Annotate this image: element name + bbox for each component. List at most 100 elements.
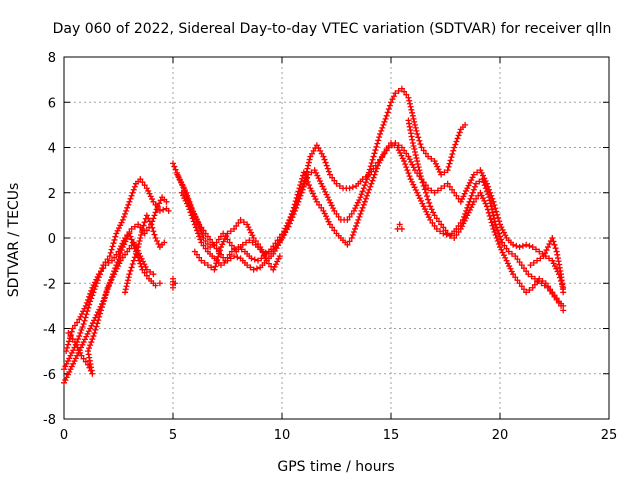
data-point <box>197 225 204 232</box>
data-point <box>447 157 454 164</box>
data-point <box>82 302 89 309</box>
data-point <box>453 231 460 238</box>
data-point <box>451 144 458 151</box>
data-point <box>482 200 489 207</box>
data-point <box>470 186 477 193</box>
data-point <box>331 207 338 214</box>
data-point <box>510 241 517 248</box>
data-point <box>195 219 202 226</box>
data-point <box>115 248 122 255</box>
data-point <box>346 213 353 220</box>
data-point <box>90 333 97 340</box>
data-point <box>75 347 82 354</box>
x-tick-label: 10 <box>274 428 291 443</box>
data-point <box>293 194 300 201</box>
data-point <box>150 228 157 235</box>
data-point <box>103 288 110 295</box>
data-point <box>428 155 435 162</box>
data-point <box>516 280 523 287</box>
data-point <box>296 195 303 202</box>
data-point <box>150 198 157 205</box>
data-point <box>148 221 155 228</box>
data-point <box>536 275 543 282</box>
data-point <box>96 313 103 320</box>
data-point <box>381 118 388 125</box>
data-point <box>78 352 85 359</box>
series-track-2 <box>61 230 163 386</box>
data-point <box>122 210 129 217</box>
data-point <box>303 168 310 175</box>
data-point <box>422 206 429 213</box>
data-point <box>248 229 255 236</box>
data-point <box>359 188 366 195</box>
data-point <box>160 206 167 213</box>
data-point <box>224 230 231 237</box>
data-point <box>433 215 440 222</box>
data-point <box>374 140 381 147</box>
data-point <box>409 112 416 119</box>
data-point <box>470 198 477 205</box>
data-point <box>440 224 447 231</box>
data-point <box>233 222 240 229</box>
data-point <box>81 305 88 312</box>
data-point <box>240 219 247 226</box>
data-point <box>431 189 438 196</box>
data-point <box>235 219 242 226</box>
data-point <box>120 213 127 220</box>
data-point <box>492 231 499 238</box>
data-point <box>154 238 161 245</box>
data-point <box>125 274 132 281</box>
data-point <box>87 325 94 332</box>
data-point <box>188 212 195 219</box>
data-point <box>366 166 373 173</box>
data-point <box>546 241 553 248</box>
data-point <box>143 185 150 192</box>
data-point <box>143 266 150 273</box>
data-point <box>116 260 123 267</box>
data-point <box>411 118 418 125</box>
data-point <box>404 167 411 174</box>
data-point <box>409 109 416 116</box>
data-point <box>257 244 264 251</box>
data-point <box>250 235 257 241</box>
data-point <box>182 197 189 204</box>
data-point <box>322 188 329 195</box>
data-point <box>407 176 414 183</box>
data-point <box>67 366 74 373</box>
data-point <box>465 209 472 216</box>
data-point <box>300 169 307 176</box>
data-point <box>502 232 509 239</box>
data-point <box>111 236 118 243</box>
data-point <box>102 262 109 269</box>
data-point <box>85 328 92 335</box>
data-point <box>71 322 78 329</box>
data-point <box>101 294 108 301</box>
data-point <box>119 216 126 223</box>
data-point <box>196 254 203 261</box>
data-point <box>453 192 460 199</box>
data-point <box>512 274 519 281</box>
data-point <box>138 255 145 262</box>
data-point <box>201 259 208 266</box>
data-point <box>156 280 163 287</box>
data-point <box>378 154 385 161</box>
data-point <box>550 238 557 245</box>
data-point <box>295 188 302 195</box>
data-point <box>413 155 420 162</box>
data-point <box>491 228 498 235</box>
data-point <box>99 300 106 307</box>
data-point <box>422 150 429 157</box>
data-point <box>283 225 290 232</box>
data-point <box>258 246 265 253</box>
data-point <box>398 85 405 92</box>
data-point <box>143 272 150 279</box>
data-point <box>191 211 198 218</box>
data-point <box>479 195 486 202</box>
data-point <box>68 349 75 356</box>
data-point <box>364 192 371 199</box>
data-points <box>61 85 567 386</box>
data-point <box>478 192 485 199</box>
data-point <box>67 331 74 338</box>
data-point <box>325 218 332 225</box>
data-point <box>65 341 72 348</box>
